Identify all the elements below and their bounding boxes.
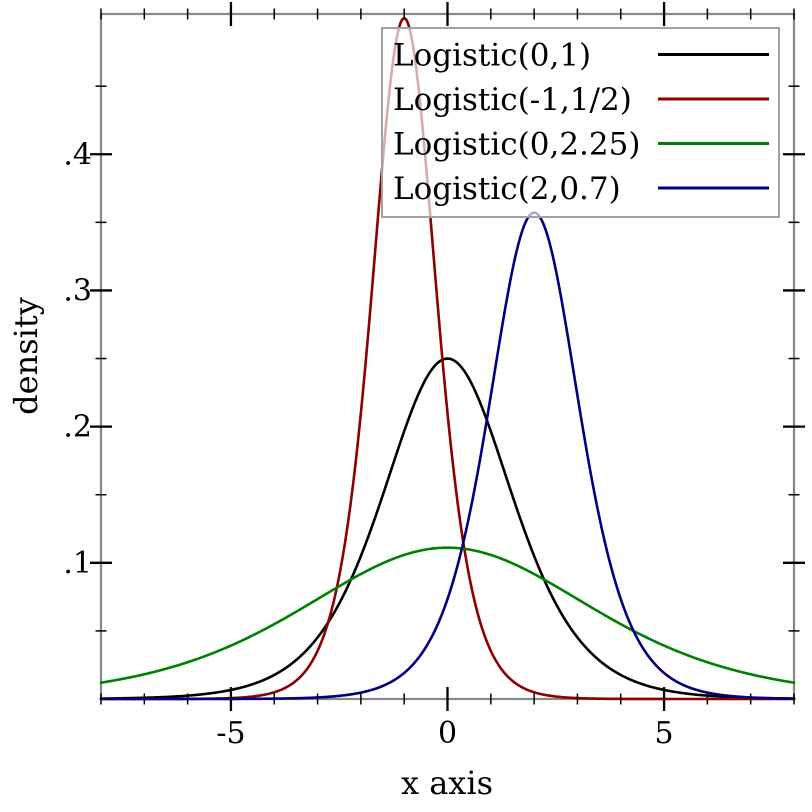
series-curve-0 xyxy=(99,357,796,700)
x-tick-label: 0 xyxy=(438,716,457,751)
y-tick-label: .4 xyxy=(63,137,92,172)
legend-label-1: Logistic(-1,1/2) xyxy=(393,82,632,118)
x-axis-title: x axis xyxy=(401,764,493,802)
y-axis-title: density xyxy=(7,297,45,415)
legend-label-3: Logistic(2,0.7) xyxy=(393,171,621,207)
series-curve-2 xyxy=(99,546,796,684)
y-tick-label: .2 xyxy=(63,410,92,445)
legend-label-2: Logistic(0,2.25) xyxy=(393,127,640,163)
y-tick-label: .3 xyxy=(63,273,92,308)
x-tick-label: 5 xyxy=(655,716,674,751)
legend-box xyxy=(381,27,780,218)
series-curve-3 xyxy=(99,211,796,701)
y-tick-label: .1 xyxy=(63,546,92,581)
legend-label-0: Logistic(0,1) xyxy=(393,38,591,74)
x-tick-label: -5 xyxy=(216,716,245,751)
